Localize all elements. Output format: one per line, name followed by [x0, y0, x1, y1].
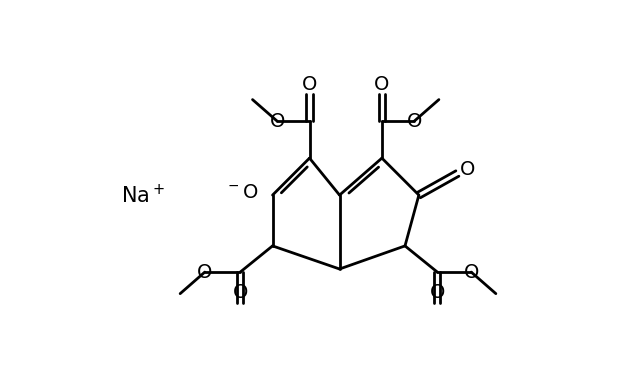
Text: O: O — [460, 160, 475, 179]
Text: O: O — [374, 75, 390, 94]
Text: O: O — [463, 263, 479, 282]
Text: O: O — [429, 283, 445, 302]
Text: Na$^+$: Na$^+$ — [121, 183, 165, 207]
Text: O: O — [406, 112, 422, 131]
Text: O: O — [269, 112, 285, 131]
Text: O: O — [232, 283, 248, 302]
Text: O: O — [302, 75, 317, 94]
Text: $^-$O: $^-$O — [225, 183, 259, 202]
Text: O: O — [197, 263, 212, 282]
